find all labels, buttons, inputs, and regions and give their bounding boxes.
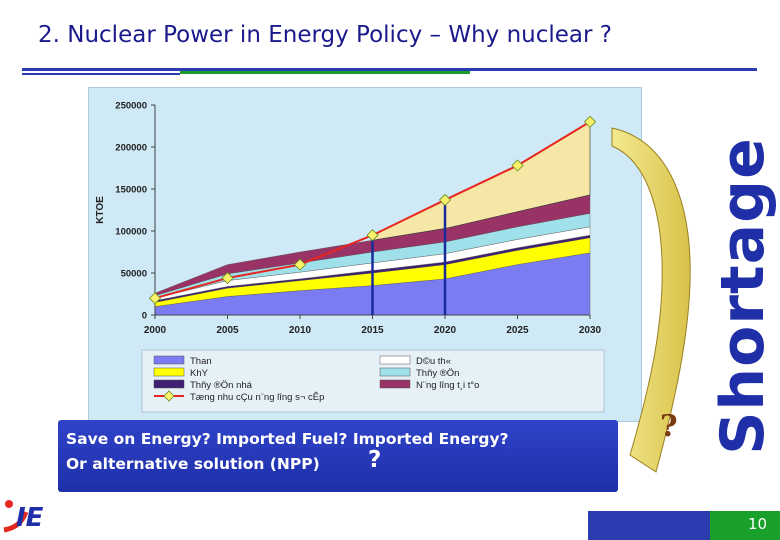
y-tick-label-2: 150000 bbox=[115, 185, 147, 196]
legend-demand-marker bbox=[163, 390, 175, 402]
x-tick-label-1: 2005 bbox=[216, 325, 239, 336]
arrow-question-mark: ? bbox=[660, 409, 678, 444]
legend-swatch-0 bbox=[153, 355, 185, 365]
legend-label-4: Thñy ®Ön bbox=[416, 368, 459, 379]
legend-swatch-4 bbox=[379, 367, 411, 377]
demand-point-2 bbox=[293, 258, 307, 271]
x-tick-label-6: 2030 bbox=[579, 325, 602, 336]
caption-line-2: Or alternative solution (NPP) bbox=[66, 455, 320, 473]
y-tick-label-1: 200000 bbox=[115, 143, 147, 154]
legend-label-1: KhY bbox=[190, 368, 209, 379]
demand-point-1 bbox=[221, 271, 234, 285]
y-axis-label: KTOE bbox=[95, 196, 106, 224]
legend-label-2: Thñy ®Ön nhá bbox=[190, 380, 253, 391]
demand-point-5 bbox=[511, 159, 524, 172]
caption-box bbox=[58, 420, 618, 492]
footer-bar-green bbox=[710, 511, 780, 540]
logo-text: IE bbox=[16, 503, 44, 533]
x-tick-label-3: 2015 bbox=[361, 325, 384, 336]
title-rule-green bbox=[180, 71, 470, 74]
y-tick-label-4: 50000 bbox=[121, 269, 147, 280]
ie-logo-icon: IE bbox=[3, 500, 44, 533]
y-tick-label-3: 100000 bbox=[115, 227, 147, 238]
legend-swatch-5 bbox=[379, 379, 411, 389]
title-rule-blue bbox=[22, 68, 757, 71]
caption-line-1: Save on Energy? Imported Fuel? Imported … bbox=[66, 430, 509, 448]
shortage-label: Shortage bbox=[708, 137, 778, 455]
legend-swatch-1 bbox=[153, 367, 185, 377]
legend-swatch-2 bbox=[153, 379, 185, 389]
demand-point-0 bbox=[148, 292, 162, 305]
page-number: 10 bbox=[748, 515, 768, 533]
legend-label-0: Than bbox=[190, 356, 212, 367]
x-tick-label-2: 2010 bbox=[289, 325, 312, 336]
x-tick-label-4: 2020 bbox=[434, 325, 457, 336]
x-tick-label-0: 2000 bbox=[144, 325, 167, 336]
title-rule-blue-lower bbox=[22, 73, 180, 75]
demand-point-3 bbox=[366, 229, 379, 242]
legend-label-demand: Tæng nhu cÇu n¨ng l­îng s¬ cÊp bbox=[190, 392, 324, 403]
shortage-arrow-icon bbox=[611, 127, 691, 473]
demand-point-4 bbox=[438, 193, 452, 206]
legend-label-5: N¨ng l­îng t¸i t°o bbox=[416, 380, 479, 391]
y-tick-label-5: 0 bbox=[142, 311, 147, 322]
slide-title: 2. Nuclear Power in Energy Policy – Why … bbox=[38, 22, 612, 48]
x-tick-label-5: 2025 bbox=[506, 325, 529, 336]
footer-bar-blue bbox=[588, 511, 710, 540]
legend-label-3: D©u th« bbox=[416, 356, 451, 367]
demand-point-6 bbox=[583, 115, 597, 128]
legend-box bbox=[141, 349, 605, 413]
legend-swatch-3 bbox=[379, 355, 411, 365]
caption-question-mark: ? bbox=[368, 447, 382, 473]
y-tick-label-0: 250000 bbox=[115, 101, 147, 112]
